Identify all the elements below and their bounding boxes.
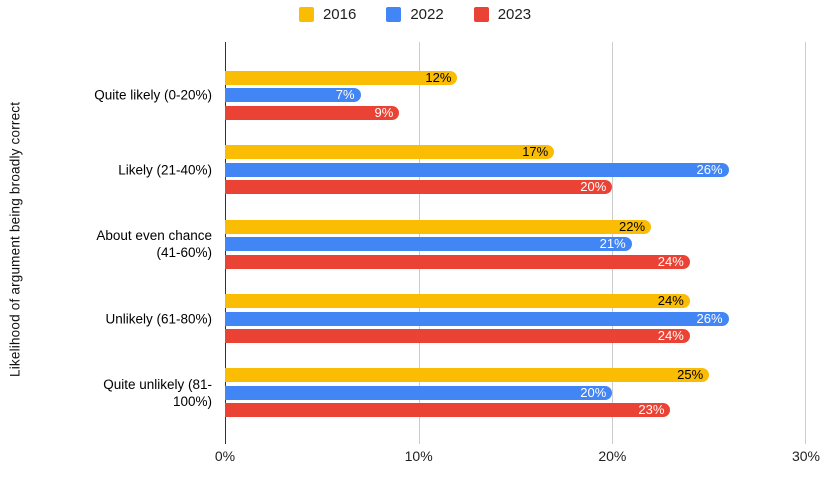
bar-2023[interactable]: 24%	[225, 329, 690, 343]
bar-value-label: 21%	[599, 236, 626, 251]
gridline-30pct	[805, 42, 806, 444]
bar-2016[interactable]: 24%	[225, 294, 690, 308]
bar-value-label: 24%	[657, 253, 684, 269]
legend-item-2023[interactable]: 2023	[473, 6, 532, 23]
bar-2016[interactable]: 12%	[225, 69, 458, 85]
bar-value-label: 20%	[580, 384, 607, 400]
x-tick-label: 20%	[598, 448, 627, 464]
plot-area: 12% 7% 9% 17% 26% 20% 22% 21% 24% 24% 26% 24% 25% 20%…	[225, 42, 806, 444]
bar-2023[interactable]: 24%	[225, 253, 690, 269]
bar-group: 24% 26% 24%	[225, 294, 806, 343]
category-labels: Quite likely (0-20%) Likely (21-40%) About…	[0, 0, 212, 487]
bar-2016[interactable]: 17%	[225, 144, 555, 159]
bar-2023[interactable]: 23%	[225, 402, 671, 417]
legend-label: 2023	[497, 6, 532, 23]
bar-value-label: 26%	[696, 161, 723, 177]
x-tick-label: 30%	[791, 448, 821, 464]
category-label: Quite likely (0-20%)	[94, 87, 212, 103]
x-tick-label: 0%	[214, 448, 236, 464]
bar-value-label: 12%	[425, 69, 452, 85]
legend-swatch-2016-icon	[298, 7, 314, 22]
legend-label: 2022	[410, 6, 444, 23]
bar-2022[interactable]: 26%	[225, 310, 729, 326]
category-label: About even chance (41-60%)	[96, 228, 212, 260]
category-label: Unlikely (61-80%)	[105, 311, 212, 326]
bar-group: 25% 20% 23%	[225, 368, 806, 417]
legend-swatch-2022-icon	[386, 7, 402, 22]
bar-group: 22% 21% 24%	[225, 218, 806, 269]
bar-2022[interactable]: 7%	[225, 88, 361, 102]
bar-value-label: 20%	[580, 179, 607, 194]
bar-2022[interactable]: 20%	[225, 384, 613, 400]
legend-swatch-2023-icon	[473, 7, 489, 22]
bar-2022[interactable]: 26%	[225, 161, 729, 177]
bar-value-label: 25%	[677, 367, 704, 382]
bar-group: 12% 7% 9%	[225, 69, 806, 120]
bar-value-label: 23%	[638, 402, 665, 417]
legend-label: 2016	[322, 6, 357, 23]
bar-value-label: 9%	[374, 104, 394, 120]
bar-value-label: 24%	[657, 293, 684, 308]
bar-2022[interactable]: 21%	[225, 237, 632, 251]
bar-value-label: 17%	[522, 144, 549, 159]
x-axis-tick-labels: 0% 10% 20% 30%	[215, 448, 820, 468]
bar-2016[interactable]: 22%	[225, 218, 652, 234]
category-label: Quite unlikely (81- 100%)	[103, 376, 212, 409]
bar-value-label: 7%	[335, 87, 355, 102]
bar-2016[interactable]: 25%	[225, 367, 710, 382]
bar-2023[interactable]: 9%	[225, 104, 400, 120]
bar-value-label: 24%	[657, 328, 684, 343]
bar-2023[interactable]: 20%	[225, 179, 613, 194]
bar-group: 17% 26% 20%	[225, 145, 806, 194]
legend-item-2016[interactable]: 2016	[298, 6, 357, 23]
bar-value-label: 22%	[619, 218, 646, 234]
x-tick-label: 10%	[404, 448, 433, 464]
bar-value-label: 26%	[696, 310, 723, 326]
legend-item-2022[interactable]: 2022	[386, 6, 444, 23]
legend: 2016 2022 2023	[0, 6, 830, 23]
category-label: Likely (21-40%)	[118, 162, 212, 177]
